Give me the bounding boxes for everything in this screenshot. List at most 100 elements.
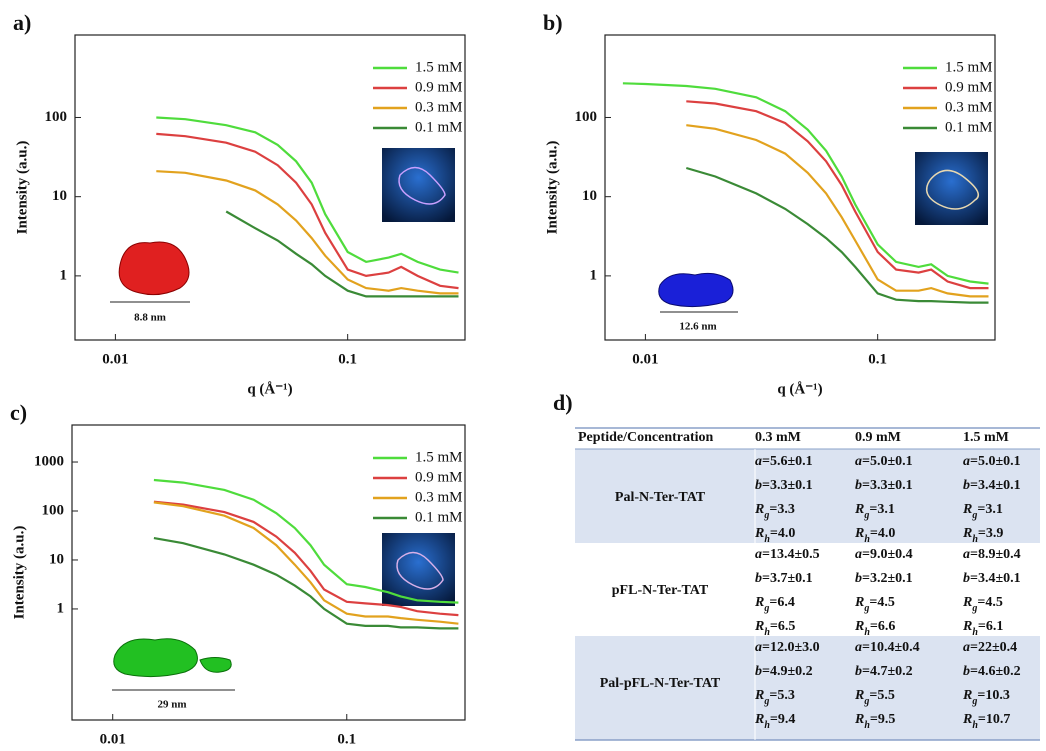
inset-particle (110, 241, 738, 691)
table-cell: Rh=6.5 (754, 619, 795, 638)
x-tick-label: 0.01 (102, 351, 128, 367)
table-cell: b=3.4±0.1 (963, 478, 1021, 493)
table-header: 0.3 mM (755, 430, 801, 445)
series-line (622, 82, 989, 285)
series-line (686, 124, 989, 298)
x-axis-label: q (Å⁻¹) (247, 381, 292, 397)
table-header: 1.5 mM (963, 430, 1009, 445)
table-cell: b=3.4±0.1 (963, 571, 1021, 586)
table-cell: a=13.4±0.5 (755, 547, 820, 562)
legend-label: 1.5 mM (415, 449, 463, 465)
legend-label: 0.3 mM (415, 489, 463, 505)
table-cell: b=3.2±0.1 (855, 571, 913, 586)
table: d) Peptide/Concentration 0.3 mM 0.9 mM 1.5 m… (553, 390, 1040, 741)
series-line (153, 478, 459, 604)
table-cell: b=4.7±0.2 (855, 664, 913, 679)
table-cell: Rg=5.3 (754, 688, 795, 707)
legend-label: 0.9 mM (415, 469, 463, 485)
panel-label: d) (553, 390, 573, 415)
table-cell: Rh=3.9 (962, 526, 1003, 545)
panel-label: c) (10, 400, 27, 425)
legend-label: 0.1 mM (415, 509, 463, 525)
table-cell: a=5.0±0.1 (855, 454, 913, 469)
panel-label: b) (543, 10, 563, 35)
y-tick-label: 10 (49, 551, 64, 567)
y-tick-label: 100 (42, 502, 65, 518)
table-header: Peptide/Concentration (578, 430, 714, 445)
table-cell: Rg=3.1 (854, 502, 895, 521)
table-cell: Rg=10.3 (962, 688, 1010, 707)
legend-label: 1.5 mM (945, 59, 993, 75)
y-tick-label: 1 (60, 267, 68, 283)
table-cell: b=4.6±0.2 (963, 664, 1021, 679)
scale-bar-label: 8.8 nm (134, 312, 166, 324)
row-label: pFL-N-Ter-TAT (612, 583, 709, 598)
legend-label: 0.3 mM (415, 99, 463, 115)
series-line (156, 170, 459, 295)
legend-label: 0.9 mM (945, 79, 993, 95)
y-tick-label: 10 (52, 188, 67, 204)
table-cell: Rh=9.5 (854, 712, 895, 731)
y-tick-label: 100 (575, 109, 598, 125)
y-tick-label: 1000 (34, 453, 64, 469)
legend-label: 0.9 mM (415, 79, 463, 95)
x-tick-label: 0.1 (338, 351, 357, 367)
series-line (685, 166, 989, 304)
y-axis-label: Intensity (a.u.) (544, 141, 560, 235)
table-cell: Rg=3.1 (962, 502, 1003, 521)
y-axis-label: Intensity (a.u.) (14, 141, 30, 235)
table-cell: Rh=4.0 (754, 526, 795, 545)
series-line (156, 132, 459, 290)
series-line (686, 100, 989, 290)
table-cell: b=4.9±0.2 (755, 664, 813, 679)
series-line (153, 500, 459, 617)
table-cell: a=22±0.4 (963, 640, 1017, 655)
y-tick-label: 1 (57, 600, 65, 616)
table-cell: Rg=4.5 (962, 595, 1003, 614)
legend-label: 1.5 mM (415, 59, 463, 75)
table-cell: a=5.0±0.1 (963, 454, 1021, 469)
table-cell: Rg=3.3 (754, 502, 795, 521)
row-label: Pal-N-Ter-TAT (615, 490, 706, 505)
x-tick-label: 0.01 (100, 731, 126, 747)
table-cell: a=9.0±0.4 (855, 547, 913, 562)
x-tick-label: 0.1 (868, 351, 887, 367)
y-tick-label: 100 (45, 109, 68, 125)
series-line (225, 210, 459, 298)
row-label: Pal-pFL-N-Ter-TAT (600, 676, 721, 691)
table-cell: a=10.4±0.4 (855, 640, 920, 655)
x-tick-label: 0.1 (337, 731, 356, 747)
scale-bar-label: 29 nm (157, 699, 186, 711)
legend-label: 0.3 mM (945, 99, 993, 115)
legend-label: 0.1 mM (415, 119, 463, 135)
table-cell: b=3.3±0.1 (855, 478, 913, 493)
panel-label: a) (13, 10, 31, 35)
x-tick-label: 0.01 (632, 351, 658, 367)
inset-structure (382, 148, 988, 606)
legend-label: 0.1 mM (945, 119, 993, 135)
y-axis-label: Intensity (a.u.) (11, 526, 27, 620)
table-cell: Rh=6.6 (854, 619, 895, 638)
table-cell: Rg=4.5 (854, 595, 895, 614)
table-cell: b=3.3±0.1 (755, 478, 813, 493)
plot-frame (71, 424, 466, 721)
table-cell: b=3.7±0.1 (755, 571, 813, 586)
scale-bar-label: 12.6 nm (679, 321, 716, 333)
table-cell: a=8.9±0.4 (963, 547, 1021, 562)
series-line (153, 537, 459, 630)
table-cell: Rg=6.4 (754, 595, 795, 614)
table-cell: Rh=4.0 (854, 526, 895, 545)
table-cell: Rh=6.1 (962, 619, 1003, 638)
plot-frame (604, 34, 996, 341)
table-cell: a=12.0±3.0 (755, 640, 820, 655)
table-header: 0.9 mM (855, 430, 901, 445)
series-line (153, 501, 459, 625)
x-axis-label: q (Å⁻¹) (777, 381, 822, 397)
table-cell: a=5.6±0.1 (755, 454, 813, 469)
table-cell: Rg=5.5 (854, 688, 895, 707)
y-tick-label: 1 (590, 267, 598, 283)
y-tick-label: 10 (582, 188, 597, 204)
table-cell: Rh=9.4 (754, 712, 795, 731)
table-cell: Rh=10.7 (962, 712, 1010, 731)
